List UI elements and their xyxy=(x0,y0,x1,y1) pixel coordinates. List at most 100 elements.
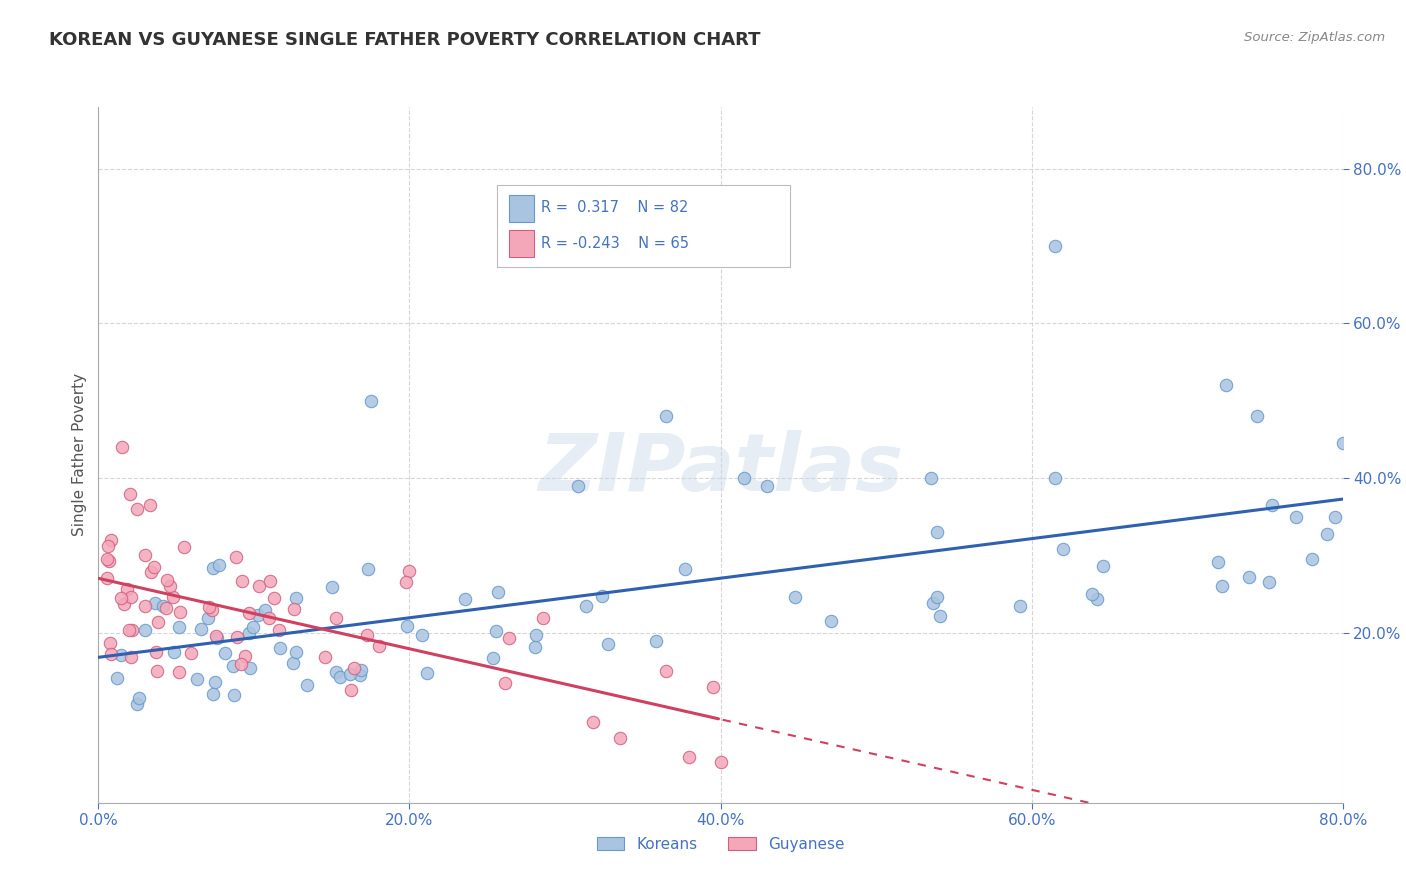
Point xyxy=(356,628,378,642)
Point xyxy=(115,582,138,596)
Point xyxy=(263,591,285,605)
Point xyxy=(112,598,135,612)
Point xyxy=(329,670,352,684)
Point xyxy=(247,579,270,593)
Point xyxy=(96,571,118,585)
Point xyxy=(100,533,122,547)
Point xyxy=(340,683,363,698)
Text: R =  0.317    N = 82: R = 0.317 N = 82 xyxy=(541,201,689,215)
Point xyxy=(596,637,619,651)
Point xyxy=(197,611,219,625)
Point xyxy=(655,409,678,424)
Point xyxy=(321,580,343,594)
Point xyxy=(1261,498,1284,512)
Point xyxy=(127,502,149,516)
Point xyxy=(1246,409,1268,424)
Point xyxy=(1043,471,1066,485)
Point xyxy=(198,599,221,614)
Point xyxy=(205,629,228,643)
Point xyxy=(925,524,948,539)
Point xyxy=(226,630,249,644)
Point xyxy=(142,559,165,574)
Point xyxy=(295,678,318,692)
Text: R = -0.243    N = 65: R = -0.243 N = 65 xyxy=(541,236,689,252)
Point xyxy=(284,645,307,659)
Point xyxy=(591,589,613,603)
Point xyxy=(238,626,260,640)
Point xyxy=(169,665,191,679)
Point xyxy=(222,659,245,673)
Text: ZIPatlas: ZIPatlas xyxy=(538,430,903,508)
Point xyxy=(238,606,260,620)
Point xyxy=(411,628,433,642)
Point xyxy=(134,549,156,563)
Point xyxy=(820,615,842,629)
Point xyxy=(246,607,269,622)
Point xyxy=(254,603,277,617)
Point xyxy=(207,632,229,646)
Point xyxy=(120,650,142,665)
Point xyxy=(1081,587,1104,601)
Point xyxy=(702,680,724,694)
Point xyxy=(190,622,212,636)
Point xyxy=(343,661,366,675)
Point xyxy=(204,675,226,690)
Point xyxy=(1091,558,1114,573)
Point xyxy=(169,620,191,634)
Text: Source: ZipAtlas.com: Source: ZipAtlas.com xyxy=(1244,31,1385,45)
Point xyxy=(339,666,361,681)
Point xyxy=(186,672,208,686)
Point xyxy=(110,648,132,663)
Point xyxy=(482,651,505,665)
Point xyxy=(214,646,236,660)
Point xyxy=(134,623,156,637)
Point xyxy=(139,498,162,512)
Point xyxy=(128,691,150,706)
Point xyxy=(1215,378,1237,392)
Point xyxy=(673,562,696,576)
Point xyxy=(100,647,122,661)
Point xyxy=(1316,527,1339,541)
Point xyxy=(208,558,231,572)
Text: KOREAN VS GUYANESE SINGLE FATHER POVERTY CORRELATION CHART: KOREAN VS GUYANESE SINGLE FATHER POVERTY… xyxy=(49,31,761,49)
Point xyxy=(1285,509,1308,524)
Point xyxy=(156,573,179,587)
Point xyxy=(169,605,191,619)
Point xyxy=(162,590,184,604)
Point xyxy=(1257,574,1279,589)
Point xyxy=(395,575,418,590)
Point xyxy=(180,646,202,660)
Point xyxy=(120,591,142,605)
Point xyxy=(927,591,949,605)
Point xyxy=(921,597,943,611)
Point xyxy=(118,486,141,500)
Point xyxy=(575,599,598,613)
Point xyxy=(325,610,347,624)
Point xyxy=(531,610,554,624)
Point xyxy=(1010,599,1032,614)
Point xyxy=(231,574,253,588)
Point xyxy=(645,633,668,648)
Point xyxy=(733,471,755,485)
Point xyxy=(368,639,391,653)
Point xyxy=(360,393,382,408)
Point xyxy=(498,631,520,645)
Point xyxy=(173,540,195,554)
Point xyxy=(785,590,807,604)
Point xyxy=(121,624,143,638)
Point xyxy=(105,671,128,685)
Point xyxy=(1323,509,1346,524)
Point xyxy=(155,601,177,615)
Point xyxy=(524,640,547,655)
Point xyxy=(582,715,605,730)
Point xyxy=(396,619,419,633)
Point xyxy=(454,592,477,607)
Point xyxy=(145,665,167,679)
Point xyxy=(145,645,167,659)
Point xyxy=(416,665,439,680)
Point xyxy=(486,585,509,599)
Point xyxy=(494,675,516,690)
Point xyxy=(1206,555,1229,569)
Point xyxy=(242,620,264,634)
Point xyxy=(929,609,952,624)
